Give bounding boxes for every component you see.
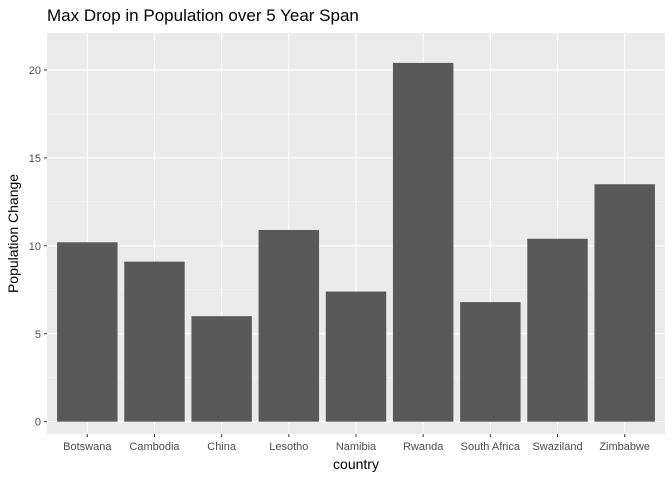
- bar: [392, 62, 454, 422]
- x-axis-title: country: [333, 456, 379, 472]
- x-axis: Botswana Cambodia China Lesotho Namibia Rwand…: [63, 434, 650, 453]
- y-axis: 0 5 10 15 20: [29, 65, 47, 429]
- bar: [258, 229, 320, 422]
- bar: [594, 184, 655, 422]
- bar: [527, 238, 588, 422]
- x-tick-label: South Africa: [461, 441, 521, 453]
- y-tick-label: 20: [29, 65, 41, 77]
- x-tick-label: Lesotho: [269, 441, 308, 453]
- x-tick-label: Namibia: [336, 441, 377, 453]
- bar: [191, 316, 252, 422]
- bar: [460, 302, 521, 422]
- chart-title: Max Drop in Population over 5 Year Span: [47, 6, 359, 25]
- y-tick-label: 0: [35, 417, 41, 429]
- x-tick-label: China: [207, 441, 237, 453]
- x-tick-label: Zimbabwe: [599, 441, 650, 453]
- x-tick-label: Cambodia: [129, 441, 180, 453]
- x-tick-label: Rwanda: [403, 441, 444, 453]
- y-tick-label: 15: [29, 153, 41, 165]
- y-tick-label: 5: [35, 329, 41, 341]
- bar: [57, 242, 118, 422]
- x-tick-label: Botswana: [63, 441, 112, 453]
- y-tick-label: 10: [29, 241, 41, 253]
- bars: [57, 62, 655, 422]
- bar: [325, 291, 387, 422]
- bar: [124, 261, 185, 422]
- x-tick-label: Swaziland: [532, 441, 582, 453]
- y-axis-title: Population Change: [5, 174, 21, 293]
